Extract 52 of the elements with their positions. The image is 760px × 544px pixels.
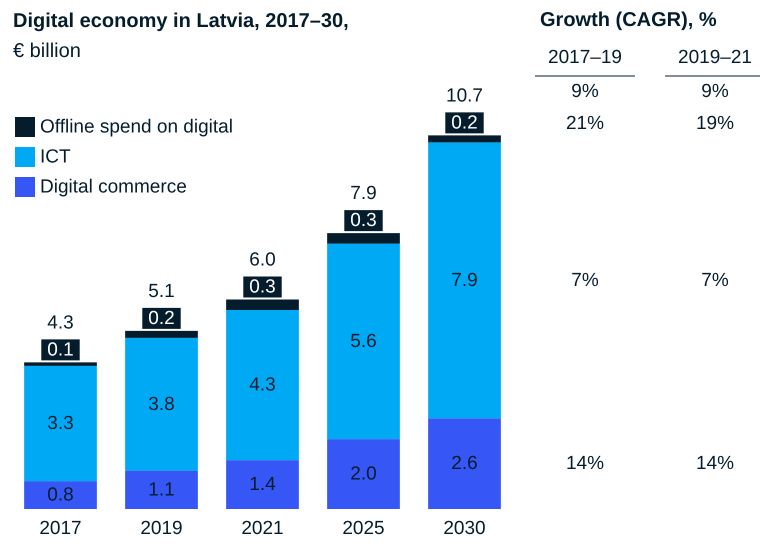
text: 7%	[571, 270, 599, 291]
bar	[24, 366, 97, 482]
total-label: 10.7	[446, 85, 483, 106]
bar	[327, 244, 400, 440]
data-label: 0.3	[249, 276, 276, 298]
legend-label: Offline spend on digital	[40, 116, 233, 138]
total-label: 5.1	[148, 280, 175, 302]
bar	[226, 310, 299, 460]
data-label: 7.9	[451, 270, 478, 291]
data-label: 5.6	[350, 330, 377, 352]
data-label: 3.3	[47, 412, 74, 434]
text: 21%	[566, 112, 604, 134]
text: 9%	[701, 80, 729, 102]
bar	[428, 418, 501, 509]
text: 2019–21	[678, 47, 752, 68]
bar	[24, 481, 97, 509]
data-label: 0.2	[451, 112, 478, 134]
text: 7%	[701, 270, 729, 291]
bar	[226, 300, 299, 310]
data-label: 1.4	[249, 474, 276, 496]
data-label: 0.8	[47, 484, 74, 506]
text: 19%	[696, 112, 734, 134]
text: 14%	[566, 453, 604, 474]
chart-subtitle: € billion	[13, 40, 81, 62]
text: 2017–19	[548, 47, 622, 68]
text: Growth (CAGR), %	[540, 9, 717, 31]
legend-label: Digital commerce	[40, 176, 187, 198]
x-tick-label: 2030	[443, 518, 486, 539]
x-tick-label: 2017	[39, 518, 82, 539]
bar	[327, 439, 400, 509]
data-label: 2.6	[451, 453, 478, 474]
total-label: 7.9	[350, 183, 377, 204]
bar	[428, 142, 501, 418]
text: 14%	[696, 453, 734, 474]
data-label: 1.1	[148, 479, 175, 500]
legend-label: ICT	[40, 146, 71, 168]
data-label: 0.1	[47, 339, 74, 360]
bar	[125, 470, 198, 509]
total-label: 6.0	[249, 250, 276, 270]
data-label: 2.0	[350, 464, 377, 485]
data-label: 3.8	[148, 394, 175, 415]
x-tick-label: 2025	[342, 518, 385, 539]
bar	[125, 338, 198, 471]
bar	[226, 460, 299, 509]
data-label: 4.3	[249, 374, 276, 396]
text: 9%	[571, 80, 599, 102]
data-label: 0.3	[350, 210, 377, 232]
x-tick-label: 2019	[140, 518, 183, 539]
data-label: 0.2	[148, 308, 175, 329]
total-label: 4.3	[47, 312, 74, 334]
chart-title: Digital economy in Latvia, 2017–30,	[13, 10, 349, 32]
x-tick-label: 2021	[241, 518, 284, 539]
